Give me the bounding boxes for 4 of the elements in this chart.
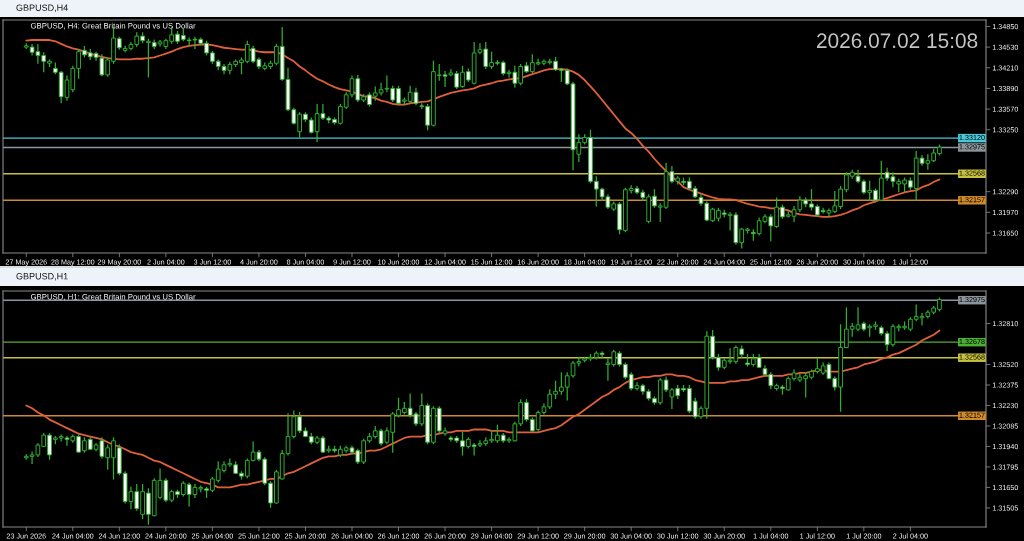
annotation: 2026.07.02 15:08 [817,33,978,49]
chart-title: GBPUSD,H1 [16,273,68,281]
chart-title: GBPUSD,H4 [16,4,68,12]
line-series [25,329,941,489]
